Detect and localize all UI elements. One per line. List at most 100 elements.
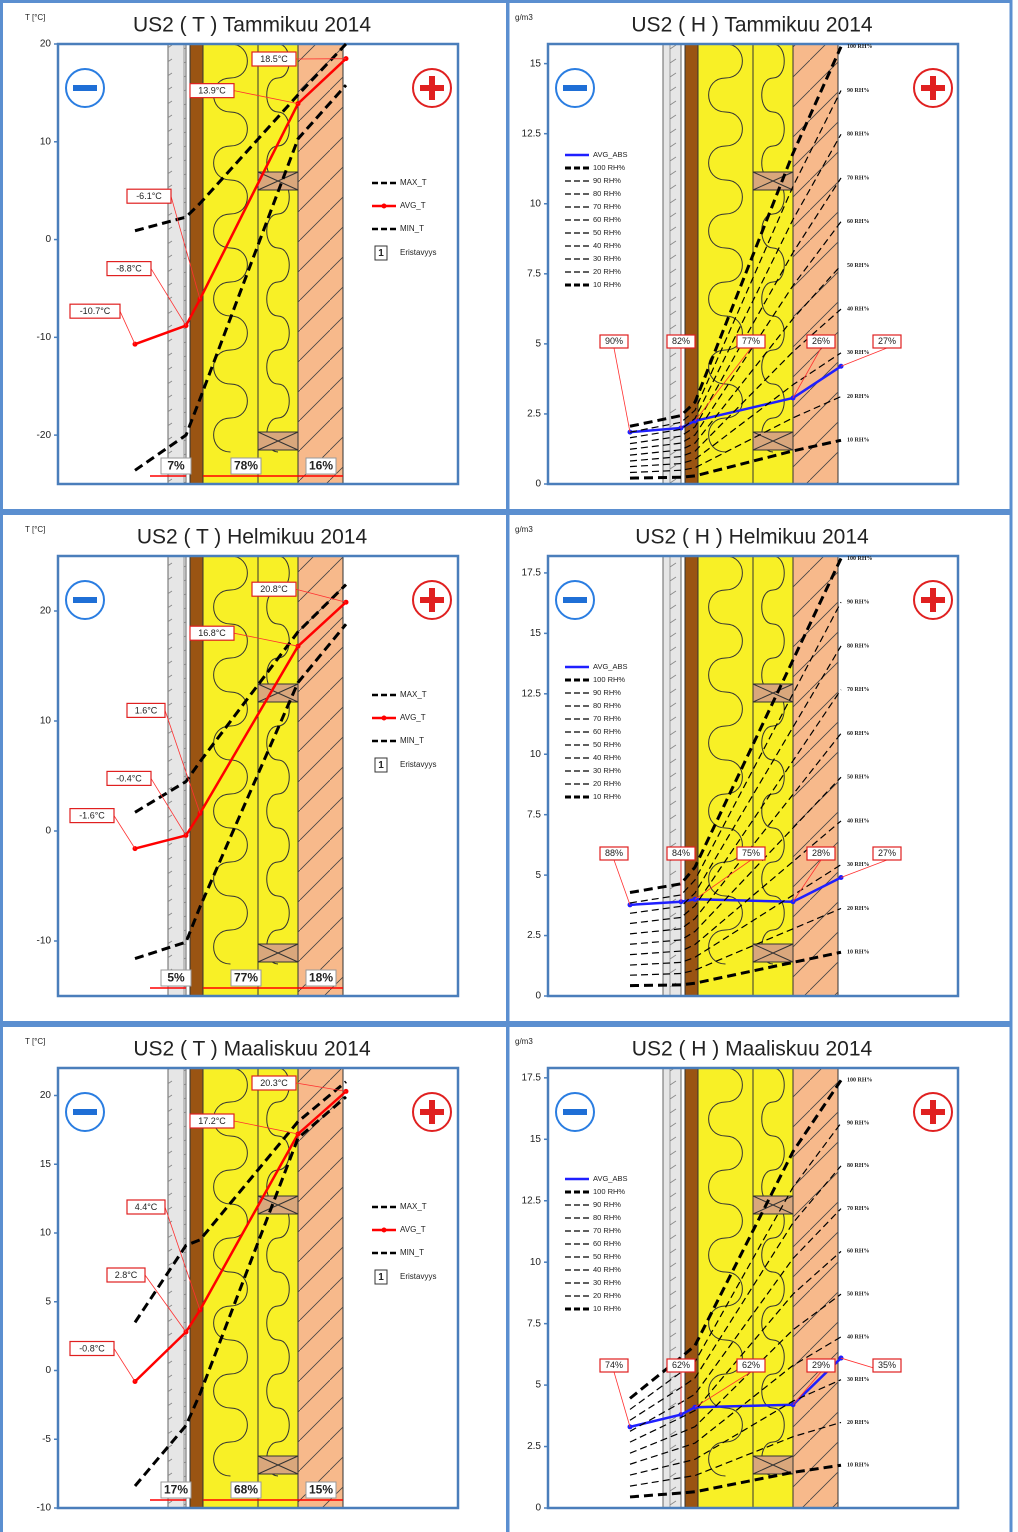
legend-label: AVG_T [400,1225,426,1234]
legend-label: 80 RH% [593,1213,621,1222]
legend-label: 50 RH% [593,740,621,749]
legend-note-number: 1 [378,248,384,259]
layer-share: 5% [167,971,185,985]
value-label: -10.7°C [80,306,111,316]
line-end-label: 10 RH% [847,438,870,444]
legend-label: 60 RH% [593,215,621,224]
legend-dot [382,1228,387,1233]
value-label: -6.1°C [136,191,162,201]
legend-note-label: Eristavyys [400,760,436,769]
legend-label: 10 RH% [593,792,621,801]
plus-bar [429,76,435,100]
point-label: 90% [605,336,623,346]
label-leader [614,348,630,432]
wall-board [190,1068,203,1508]
minus-bar [563,85,587,91]
label-leader [114,1349,135,1382]
layer-share: 68% [234,1483,258,1497]
y-tick-label: 10 [530,749,542,760]
y-tick-label: 0 [45,826,51,837]
legend-label: 90 RH% [593,176,621,185]
y-tick-label: 0 [535,1503,541,1514]
legend-label: 50 RH% [593,228,621,237]
y-tick-label: 12.5 [522,1195,542,1206]
minus-bar [73,1109,97,1115]
line-end-label: 100 RH% [847,44,873,50]
y-tick-label: 0 [45,234,51,245]
legend-label: 100 RH% [593,163,625,172]
y-tick-label: 12.5 [522,128,542,139]
layer-share: 15% [309,1483,333,1497]
value-label: 4.4°C [135,1202,158,1212]
wall-insulation [203,556,298,996]
y-tick-label: 10 [40,136,52,147]
y-tick-label: -20 [37,430,52,441]
line-end-label: 30 RH% [847,862,870,868]
line-end-label: 10 RH% [847,950,870,956]
layer-share: 16% [309,459,333,473]
wall-board [190,44,203,484]
y-tick-label: -10 [37,936,52,947]
line-end-label: 40 RH% [847,306,870,312]
legend-label: 20 RH% [593,267,621,276]
point-label: 88% [605,848,623,858]
line-end-label: 70 RH% [847,687,870,693]
line-end-label: 100 RH% [847,1078,873,1084]
y-tick-label: 7.5 [527,1318,541,1329]
minus-bar [563,1109,587,1115]
value-label: 17.2°C [198,1116,226,1126]
legend-label: 80 RH% [593,701,621,710]
line-end-label: 30 RH% [847,1377,870,1383]
y-tick-label: 10 [40,1228,52,1239]
line-end-label: 80 RH% [847,132,870,138]
y-tick-label: 10 [40,716,52,727]
legend-label: 60 RH% [593,727,621,736]
legend-label: 20 RH% [593,1291,621,1300]
y-tick-label: 17.5 [522,1072,542,1083]
legend-label: 40 RH% [593,1265,621,1274]
y-tick-label: 0 [535,479,541,490]
value-label: 20.8°C [260,584,288,594]
y-axis-label: T [°C] [25,1037,45,1046]
y-tick-label: 5 [535,1380,541,1391]
label-leader [114,816,135,849]
layer-share: 77% [234,971,258,985]
y-tick-label: 2.5 [527,409,541,420]
label-leader [614,860,630,905]
chart-title: US2 ( H ) Tammikuu 2014 [631,14,873,37]
y-tick-label: -10 [37,332,52,343]
legend-dot [382,204,387,209]
legend-label: 40 RH% [593,753,621,762]
chart-grid: US2 ( T ) Tammikuu 2014T [°C]-20-1001020… [0,0,1018,1532]
plus-bar [930,1100,936,1124]
value-label: -8.8°C [116,263,142,273]
layer-share: 7% [167,459,185,473]
y-tick-label: 20 [40,39,52,50]
legend-label: 30 RH% [593,766,621,775]
wall-outer-hatch [298,44,343,484]
line-end-label: 90 RH% [847,600,870,606]
y-tick-label: 10 [530,198,542,209]
legend-label: MAX_T [400,690,427,699]
point-label: 35% [878,1360,896,1370]
y-tick-label: 12.5 [522,688,542,699]
chart-title: US2 ( H ) Helmikuu 2014 [635,526,869,549]
y-axis-label: g/m3 [515,1037,533,1046]
y-tick-label: 0 [45,1365,51,1376]
y-tick-label: -5 [42,1434,51,1445]
wall-cladding-detail [168,556,186,996]
legend-note-number: 1 [378,760,384,771]
legend-label: 10 RH% [593,280,621,289]
line-end-label: 100 RH% [847,556,873,562]
value-label: -0.4°C [116,773,142,783]
wall-cladding-detail [168,44,186,484]
legend-label: 40 RH% [593,241,621,250]
line-end-label: 50 RH% [847,775,870,781]
point-label: 75% [742,848,760,858]
legend-note-label: Eristavyys [400,248,436,257]
legend-label: AVG_T [400,713,426,722]
y-tick-label: 5 [535,339,541,350]
y-tick-label: -10 [37,1503,52,1514]
legend-label: 30 RH% [593,254,621,263]
line-end-label: 80 RH% [847,643,870,649]
